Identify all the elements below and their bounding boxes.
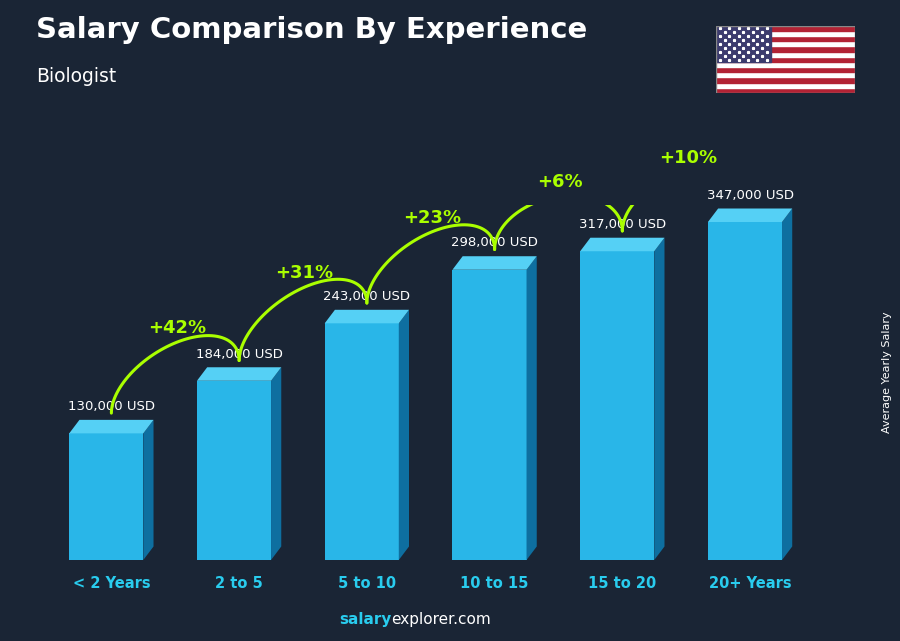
Text: < 2 Years: < 2 Years	[73, 576, 150, 591]
Bar	[716, 62, 855, 67]
Polygon shape	[325, 310, 409, 323]
Text: 317,000 USD: 317,000 USD	[579, 218, 666, 231]
Bar	[716, 51, 855, 56]
Bar	[716, 36, 855, 41]
Bar	[716, 78, 855, 83]
Polygon shape	[197, 381, 271, 560]
Text: 20+ Years: 20+ Years	[709, 576, 791, 591]
Polygon shape	[708, 222, 782, 560]
Text: explorer.com: explorer.com	[392, 612, 491, 627]
Text: +23%: +23%	[403, 208, 462, 226]
Polygon shape	[197, 367, 282, 381]
Text: +10%: +10%	[659, 149, 717, 167]
Polygon shape	[271, 367, 282, 560]
Text: 298,000 USD: 298,000 USD	[451, 237, 538, 249]
Bar	[716, 56, 855, 62]
Bar	[716, 31, 855, 36]
Polygon shape	[69, 433, 143, 560]
Bar	[716, 67, 855, 72]
Text: Biologist: Biologist	[36, 67, 116, 87]
Polygon shape	[708, 208, 792, 222]
Text: Average Yearly Salary: Average Yearly Salary	[881, 311, 892, 433]
Text: 2 to 5: 2 to 5	[215, 576, 263, 591]
Bar	[716, 88, 855, 93]
Bar	[716, 72, 855, 78]
Text: 130,000 USD: 130,000 USD	[68, 400, 155, 413]
Polygon shape	[782, 208, 792, 560]
Text: 243,000 USD: 243,000 USD	[323, 290, 410, 303]
Bar	[716, 46, 855, 51]
Text: +42%: +42%	[148, 319, 206, 337]
Text: 5 to 10: 5 to 10	[338, 576, 396, 591]
Text: +31%: +31%	[275, 264, 334, 282]
Polygon shape	[580, 238, 664, 251]
Bar	[716, 26, 855, 31]
Polygon shape	[143, 420, 154, 560]
Polygon shape	[580, 251, 654, 560]
Text: Salary Comparison By Experience: Salary Comparison By Experience	[36, 16, 587, 44]
Polygon shape	[654, 238, 664, 560]
Text: 347,000 USD: 347,000 USD	[706, 188, 794, 202]
Text: 15 to 20: 15 to 20	[589, 576, 656, 591]
Bar	[716, 83, 855, 88]
Polygon shape	[399, 310, 409, 560]
Text: 10 to 15: 10 to 15	[461, 576, 529, 591]
Polygon shape	[453, 256, 536, 270]
Text: 184,000 USD: 184,000 USD	[195, 347, 283, 360]
Polygon shape	[325, 323, 399, 560]
Text: +6%: +6%	[537, 173, 583, 191]
Polygon shape	[69, 420, 154, 433]
Polygon shape	[526, 256, 536, 560]
Bar	[716, 41, 855, 46]
Bar	[716, 26, 771, 62]
Polygon shape	[453, 270, 526, 560]
Text: salary: salary	[339, 612, 392, 627]
